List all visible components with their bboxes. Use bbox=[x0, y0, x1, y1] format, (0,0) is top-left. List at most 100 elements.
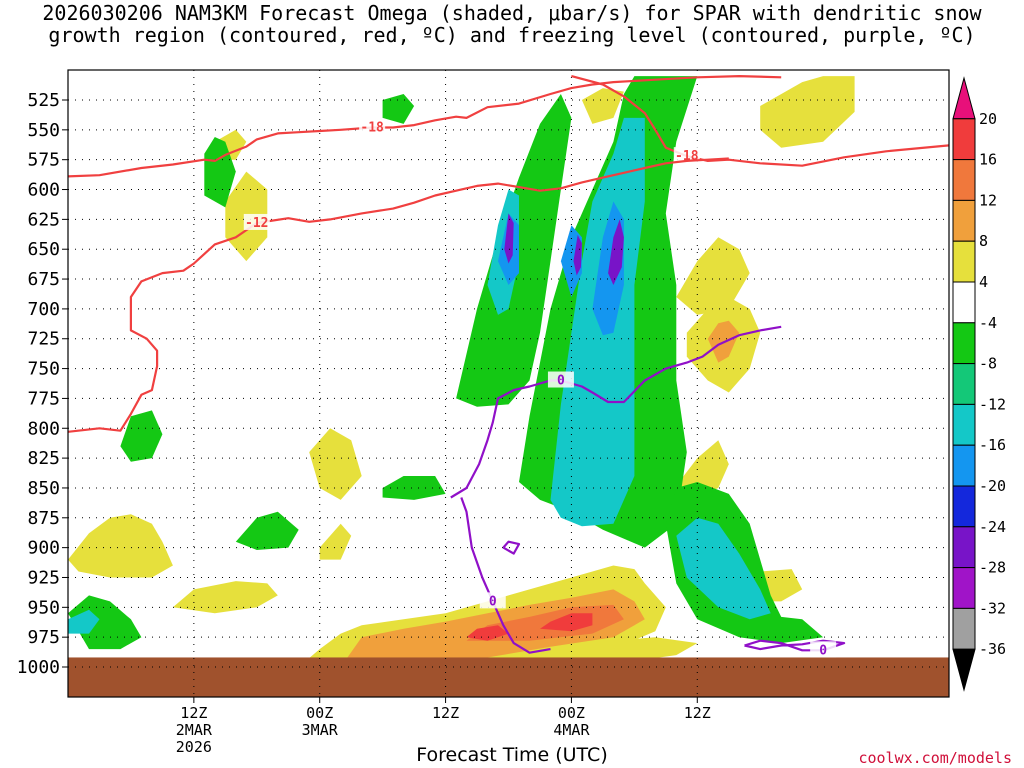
y-tick-label-675: 675 bbox=[27, 269, 60, 290]
plot-frame bbox=[67, 69, 950, 698]
y-tick-label-825: 825 bbox=[27, 448, 60, 469]
colorbar-label-7: -12 bbox=[979, 395, 1006, 413]
freezing-label-2: 0 bbox=[819, 643, 827, 658]
x-tick-label-1-0: 00Z bbox=[306, 704, 333, 722]
freezing-contour-0 bbox=[450, 325, 782, 499]
omega-region-8 bbox=[676, 440, 729, 498]
omega-region-36 bbox=[573, 234, 582, 276]
omega-region-4 bbox=[540, 613, 593, 632]
colorbar-label-8: -16 bbox=[979, 436, 1006, 454]
colorbar-swatch-4 bbox=[952, 240, 976, 283]
colorbar-label-9: -20 bbox=[979, 477, 1006, 495]
dgz-label-bg-0 bbox=[359, 118, 386, 135]
terrain-band bbox=[68, 657, 949, 697]
y-tick-label-625: 625 bbox=[27, 209, 60, 230]
y-tick-label-525: 525 bbox=[27, 90, 60, 111]
y-tick-label-650: 650 bbox=[27, 239, 60, 260]
colorbar-swatch-12 bbox=[952, 567, 976, 609]
omega-region-26 bbox=[382, 476, 446, 500]
colorbar-swatch-11 bbox=[952, 526, 976, 569]
colorbar-swatch-0 bbox=[952, 76, 976, 120]
y-tick-label-875: 875 bbox=[27, 508, 60, 529]
omega-region-6 bbox=[68, 514, 173, 578]
omega-region-7 bbox=[172, 581, 278, 614]
dgz-label-bg-1 bbox=[673, 147, 700, 164]
omega-region-35 bbox=[608, 219, 624, 285]
chart-title-line1: 2026030206 NAM3KM Forecast Omega (shaded… bbox=[42, 1, 982, 25]
omega-region-22 bbox=[68, 595, 142, 650]
colorbar-swatch-10 bbox=[952, 485, 976, 528]
omega-shading bbox=[68, 76, 855, 667]
y-tick-label-725: 725 bbox=[27, 329, 60, 350]
colorbar-swatch-8 bbox=[952, 403, 976, 446]
terrain-fill bbox=[68, 657, 949, 697]
colorbar-label-11: -28 bbox=[979, 559, 1006, 577]
dgz-label-0: -18 bbox=[360, 120, 384, 135]
colorbar-swatch-2 bbox=[952, 159, 976, 201]
y-tick-label-925: 925 bbox=[27, 567, 60, 588]
y-tick-label-575: 575 bbox=[27, 150, 60, 171]
colorbar-label-4: 4 bbox=[979, 273, 988, 291]
dgz-label-bg-2 bbox=[243, 213, 270, 230]
y-tick-label-550: 550 bbox=[27, 120, 60, 141]
x-tick-label-3-1: 4MAR bbox=[553, 721, 590, 739]
omega-region-23 bbox=[235, 511, 299, 550]
y-tick-label-850: 850 bbox=[27, 478, 60, 499]
y-tick-label-800: 800 bbox=[27, 418, 60, 439]
y-tick-label-1000: 1000 bbox=[17, 657, 60, 678]
chart-title-line2: growth region (contoured, red, ºC) and f… bbox=[48, 23, 976, 47]
omega-region-5 bbox=[466, 625, 509, 641]
omega-region-14 bbox=[581, 88, 624, 124]
omega-region-17 bbox=[319, 523, 352, 560]
colorbar-swatch-9 bbox=[952, 444, 976, 487]
omega-region-25 bbox=[120, 410, 163, 462]
colorbar-label-12: -32 bbox=[979, 599, 1006, 617]
colorbar-swatch-1 bbox=[952, 118, 976, 161]
x-tick-label-3-0: 00Z bbox=[558, 704, 585, 722]
colorbar-swatch-7 bbox=[952, 363, 976, 405]
y-tick-label-700: 700 bbox=[27, 299, 60, 320]
colorbar-label-0: 20 bbox=[979, 110, 997, 128]
colorbar-swatch-13 bbox=[952, 607, 976, 650]
y-tick-label-775: 775 bbox=[27, 388, 60, 409]
x-tick-label-2-0: 12Z bbox=[432, 704, 459, 722]
colorbar-label-1: 16 bbox=[979, 151, 997, 169]
colorbar-label-2: 12 bbox=[979, 191, 997, 209]
y-axis: 525 550 575 600 625 650 675 700 725 750 775 800 825 8… bbox=[17, 90, 68, 678]
y-tick-label-900: 900 bbox=[27, 538, 60, 559]
omega-region-12 bbox=[760, 76, 855, 148]
omega-region-16 bbox=[309, 428, 362, 500]
colorbar-label-3: 8 bbox=[979, 232, 988, 250]
omega-region-37 bbox=[504, 213, 514, 264]
freezing-label-bg-1 bbox=[479, 592, 506, 609]
freezing-label-bg-0 bbox=[547, 371, 574, 388]
omega-region-10 bbox=[676, 237, 750, 315]
freezing-label-bg-2 bbox=[810, 641, 837, 658]
omega-region-31 bbox=[68, 609, 100, 634]
colorbar: 20 16 12 8 4 -4 -8 -12 -16 -20 -24 -28 -32 -36 bbox=[952, 76, 1006, 692]
y-tick-label-975: 975 bbox=[27, 627, 60, 648]
x-tick-label-0-0: 12Z bbox=[180, 704, 207, 722]
y-tick-label-950: 950 bbox=[27, 597, 60, 618]
colorbar-swatch-3 bbox=[952, 199, 976, 242]
x-tick-label-0-2: 2026 bbox=[176, 738, 212, 756]
x-tick-label-4-0: 12Z bbox=[684, 704, 711, 722]
y-tick-label-750: 750 bbox=[27, 359, 60, 380]
omega-region-30 bbox=[676, 517, 771, 620]
colorbar-swatch-14 bbox=[952, 648, 976, 692]
x-axis-label: Forecast Time (UTC) bbox=[416, 744, 608, 766]
credit-link[interactable]: coolwx.com/models bbox=[858, 749, 1012, 767]
freezing-label-1: 0 bbox=[489, 594, 497, 609]
omega-region-27 bbox=[382, 94, 415, 124]
colorbar-swatch-5 bbox=[952, 281, 976, 324]
freezing-label-0: 0 bbox=[557, 374, 565, 389]
y-tick-label-600: 600 bbox=[27, 180, 60, 201]
colorbar-label-13: -36 bbox=[979, 640, 1006, 658]
x-tick-label-1-1: 3MAR bbox=[302, 721, 339, 739]
colorbar-label-5: -4 bbox=[979, 314, 997, 332]
colorbar-label-10: -24 bbox=[979, 518, 1006, 536]
colorbar-swatch-6 bbox=[952, 322, 976, 365]
